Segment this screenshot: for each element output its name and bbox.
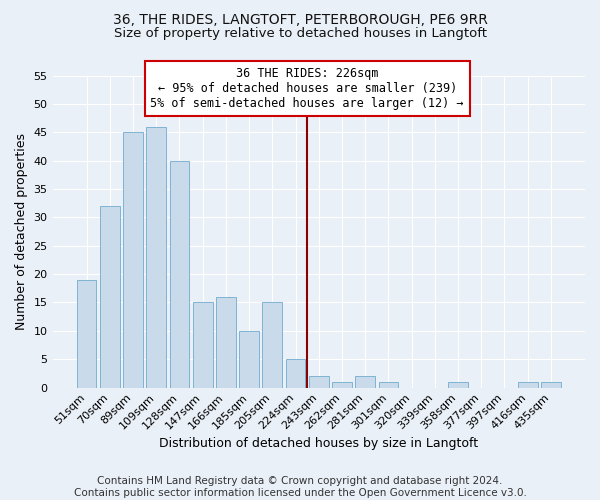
- Bar: [379, 382, 398, 388]
- Y-axis label: Number of detached properties: Number of detached properties: [15, 133, 28, 330]
- Bar: [170, 160, 190, 388]
- Bar: [100, 206, 119, 388]
- Bar: [448, 382, 468, 388]
- X-axis label: Distribution of detached houses by size in Langtoft: Distribution of detached houses by size …: [159, 437, 478, 450]
- Bar: [309, 376, 329, 388]
- Bar: [262, 302, 282, 388]
- Bar: [355, 376, 375, 388]
- Text: 36 THE RIDES: 226sqm
← 95% of detached houses are smaller (239)
5% of semi-detac: 36 THE RIDES: 226sqm ← 95% of detached h…: [151, 67, 464, 110]
- Bar: [77, 280, 97, 388]
- Bar: [146, 126, 166, 388]
- Bar: [216, 297, 236, 388]
- Text: Contains HM Land Registry data © Crown copyright and database right 2024.
Contai: Contains HM Land Registry data © Crown c…: [74, 476, 526, 498]
- Text: 36, THE RIDES, LANGTOFT, PETERBOROUGH, PE6 9RR: 36, THE RIDES, LANGTOFT, PETERBOROUGH, P…: [113, 12, 487, 26]
- Bar: [541, 382, 561, 388]
- Text: Size of property relative to detached houses in Langtoft: Size of property relative to detached ho…: [113, 28, 487, 40]
- Bar: [193, 302, 212, 388]
- Bar: [286, 359, 305, 388]
- Bar: [518, 382, 538, 388]
- Bar: [239, 331, 259, 388]
- Bar: [123, 132, 143, 388]
- Bar: [332, 382, 352, 388]
